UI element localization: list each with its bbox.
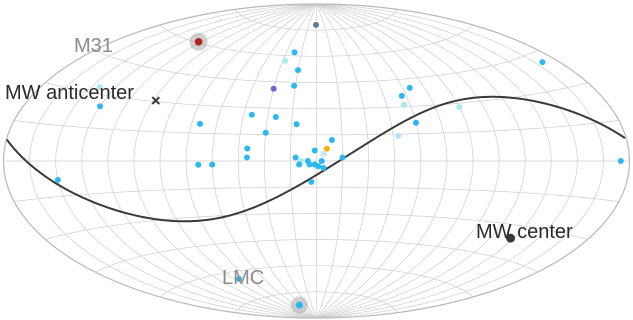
data-point	[291, 49, 298, 56]
mw-anticenter-label: MW anticenter	[5, 82, 134, 104]
data-point	[406, 84, 413, 91]
data-point	[270, 85, 277, 92]
data-point	[243, 154, 250, 161]
data-point	[292, 154, 299, 161]
data-point	[320, 164, 327, 171]
data-point	[293, 121, 300, 128]
data-point	[400, 101, 407, 108]
lmc-marker	[290, 296, 308, 314]
data-point	[262, 129, 269, 136]
data-point	[320, 151, 327, 158]
data-point	[248, 111, 255, 118]
data-point	[296, 161, 303, 168]
m31-label: M31	[74, 35, 113, 57]
parallel-line	[235, 291, 398, 313]
data-point	[282, 57, 289, 64]
mw-center-label: MW center	[476, 221, 573, 243]
data-point	[308, 178, 315, 185]
data-point	[236, 275, 243, 282]
data-point	[97, 103, 104, 110]
parallel-line	[45, 82, 588, 110]
galactic-plane-curve	[5, 95, 626, 223]
data-point	[54, 176, 61, 183]
parallel-line	[95, 239, 538, 273]
map-outline	[2, 3, 631, 319]
mw-center-marker	[506, 233, 516, 243]
parallel-line	[235, 9, 398, 31]
lmc-label: LMC	[222, 267, 264, 289]
data-point	[195, 161, 202, 168]
data-points	[54, 21, 624, 282]
data-point	[311, 147, 318, 154]
parallel-line	[14, 186, 619, 202]
parallel-line	[45, 212, 588, 240]
data-point	[339, 154, 346, 161]
parallel-line	[14, 120, 619, 136]
m31-marker	[189, 32, 208, 51]
data-point	[328, 137, 335, 144]
data-point	[209, 161, 216, 168]
data-point	[315, 163, 322, 170]
mw-anticenter-marker	[151, 96, 161, 105]
data-point	[244, 145, 251, 152]
data-point	[318, 158, 325, 164]
parallel-line	[159, 265, 474, 298]
cross-stroke	[151, 96, 161, 105]
lmc-dot	[295, 301, 303, 309]
data-point	[306, 161, 313, 168]
m31-dot	[194, 37, 203, 46]
data-point	[412, 119, 419, 126]
data-point	[313, 21, 319, 28]
data-point	[197, 120, 204, 127]
data-point	[456, 104, 463, 111]
data-point	[295, 67, 302, 74]
data-point	[96, 83, 103, 90]
data-point	[398, 92, 405, 99]
data-point	[272, 114, 279, 121]
parallel-line	[95, 49, 538, 83]
data-point	[291, 82, 298, 89]
data-point	[323, 145, 330, 152]
data-point	[539, 59, 546, 66]
data-point	[617, 158, 624, 164]
data-point	[395, 132, 402, 139]
